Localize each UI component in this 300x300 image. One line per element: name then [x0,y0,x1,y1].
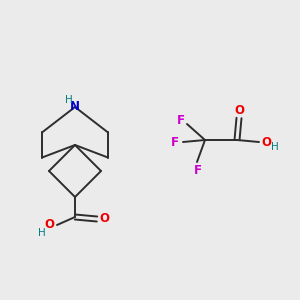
Text: O: O [261,136,271,148]
Text: O: O [99,212,109,226]
Text: H: H [271,142,279,152]
Text: O: O [44,218,54,232]
Text: F: F [194,164,202,178]
Text: N: N [70,100,80,113]
Text: F: F [177,115,185,128]
Text: F: F [171,136,179,148]
Text: O: O [234,103,244,116]
Text: H: H [65,95,73,105]
Text: H: H [38,228,46,238]
